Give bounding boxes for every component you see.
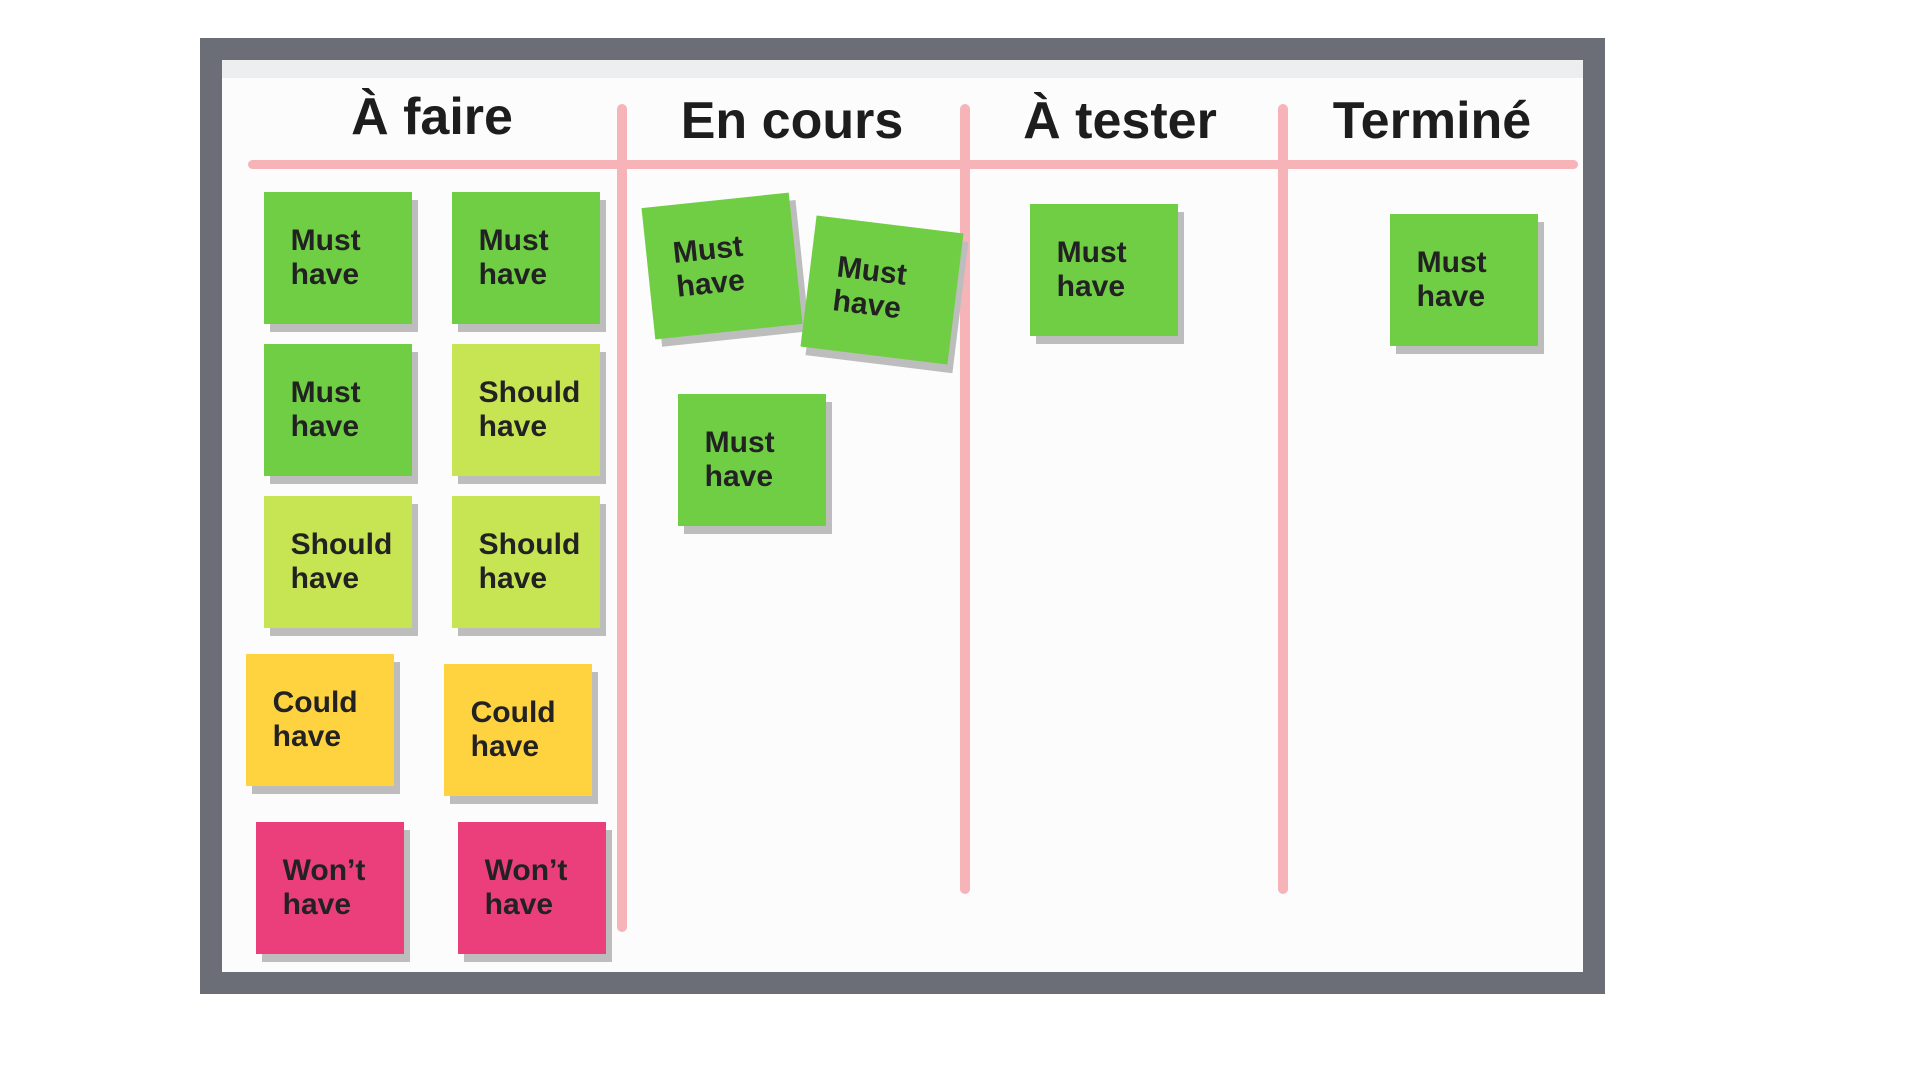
sticky-note-n-a2[interactable]: Must have — [452, 192, 600, 324]
sticky-note-label: Must have — [479, 224, 549, 293]
sticky-note-body: Must have — [678, 394, 826, 526]
column-divider — [1278, 104, 1288, 894]
sticky-note-n-d1[interactable]: Must have — [1390, 214, 1538, 346]
sticky-note-body: Must have — [801, 215, 964, 364]
sticky-note-body: Should have — [452, 344, 600, 476]
sticky-note-label: Must have — [705, 426, 775, 495]
sticky-note-n-a4[interactable]: Should have — [452, 344, 600, 476]
sticky-note-label: Should have — [479, 528, 581, 597]
sticky-note-n-c1[interactable]: Must have — [1030, 204, 1178, 336]
sticky-note-body: Won’t have — [256, 822, 404, 954]
sticky-note-body: Must have — [264, 344, 412, 476]
sticky-note-n-a1[interactable]: Must have — [264, 192, 412, 324]
sticky-note-n-a6[interactable]: Should have — [452, 496, 600, 628]
sticky-note-n-a10[interactable]: Won’t have — [458, 822, 606, 954]
sticky-note-label: Won’t have — [485, 854, 568, 923]
whiteboard-surface — [222, 78, 1583, 972]
sticky-note-body: Must have — [264, 192, 412, 324]
sticky-note-body: Could have — [246, 654, 394, 786]
column-divider — [617, 104, 627, 932]
sticky-note-label: Must have — [291, 224, 361, 293]
column-header-col-done: Terminé — [1333, 94, 1531, 149]
column-header-col-todo: À faire — [351, 90, 513, 145]
sticky-note-n-b2[interactable]: Must have — [801, 215, 964, 364]
sticky-note-label: Won’t have — [283, 854, 366, 923]
sticky-note-label: Must have — [1057, 236, 1127, 305]
sticky-note-body: Must have — [1390, 214, 1538, 346]
sticky-note-n-a3[interactable]: Must have — [264, 344, 412, 476]
sticky-note-body: Must have — [1030, 204, 1178, 336]
column-divider — [960, 104, 970, 894]
sticky-note-body: Must have — [452, 192, 600, 324]
sticky-note-body: Must have — [642, 193, 803, 340]
sticky-note-label: Must have — [671, 229, 748, 305]
column-header-col-test: À tester — [1023, 94, 1217, 149]
kanban-board-diagram: À faire En cours À tester Terminé Must have M… — [0, 0, 1920, 1080]
sticky-note-n-a5[interactable]: Should have — [264, 496, 412, 628]
sticky-note-label: Could have — [273, 686, 358, 755]
sticky-note-label: Must have — [1417, 246, 1487, 315]
sticky-note-body: Could have — [444, 664, 592, 796]
column-header-col-progress: En cours — [681, 94, 904, 149]
sticky-note-n-b3[interactable]: Must have — [678, 394, 826, 526]
sticky-note-label: Could have — [471, 696, 556, 765]
sticky-note-n-a8[interactable]: Could have — [444, 664, 592, 796]
sticky-note-body: Should have — [264, 496, 412, 628]
sticky-note-label: Must have — [831, 250, 909, 327]
sticky-note-n-a9[interactable]: Won’t have — [256, 822, 404, 954]
sticky-note-n-a7[interactable]: Could have — [246, 654, 394, 786]
sticky-note-label: Should have — [291, 528, 393, 597]
whiteboard-inner-strip — [222, 60, 1583, 78]
sticky-note-label: Must have — [291, 376, 361, 445]
sticky-note-n-b1[interactable]: Must have — [642, 193, 803, 340]
sticky-note-body: Won’t have — [458, 822, 606, 954]
column-header-underline — [248, 160, 1578, 169]
sticky-note-label: Should have — [479, 376, 581, 445]
sticky-note-body: Should have — [452, 496, 600, 628]
